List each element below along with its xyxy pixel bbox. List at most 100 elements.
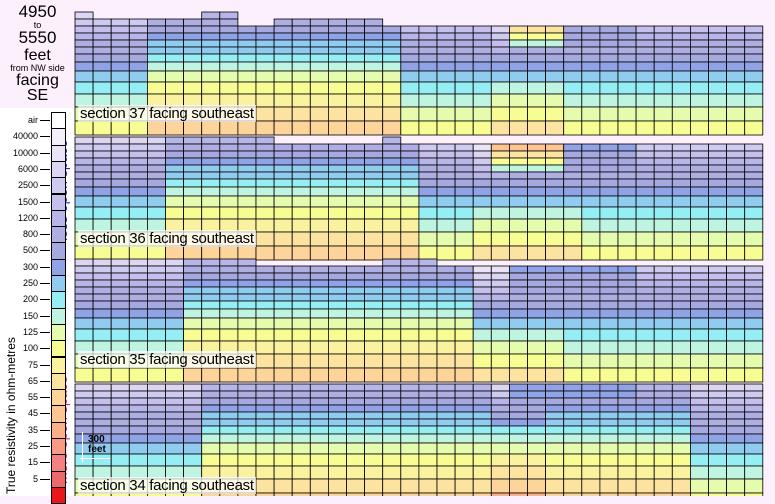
resistivity-cell (165, 397, 185, 406)
resistivity-cell (92, 293, 112, 302)
resistivity-cell (237, 32, 257, 41)
resistivity-cell (201, 279, 221, 288)
resistivity-cell (490, 39, 510, 48)
resistivity-cell (183, 81, 203, 95)
scale-vertical-arrow-icon (82, 432, 83, 462)
resistivity-cell (545, 39, 565, 48)
resistivity-cell (708, 492, 728, 496)
resistivity-cell (454, 39, 474, 48)
resistivity-cell (346, 272, 366, 281)
resistivity-cell (635, 465, 655, 480)
resistivity-cell (671, 300, 691, 310)
resistivity-cell (400, 453, 420, 467)
resistivity-cell (545, 150, 565, 159)
resistivity-cell (653, 404, 673, 413)
resistivity-cell (183, 383, 203, 392)
resistivity-cell (726, 390, 746, 399)
resistivity-cell (291, 418, 311, 427)
resistivity-cell (726, 32, 746, 41)
resistivity-cell (508, 340, 528, 355)
legend-tick (40, 380, 50, 382)
resistivity-cell (617, 93, 637, 108)
resistivity-cell (545, 433, 565, 444)
resistivity-cell (527, 53, 547, 63)
resistivity-cell (635, 272, 655, 281)
resistivity-cell (327, 150, 347, 159)
resistivity-cell (472, 231, 492, 247)
resistivity-cell (418, 218, 438, 233)
resistivity-cell (671, 308, 691, 319)
resistivity-cell (581, 293, 601, 302)
resistivity-cell (671, 286, 691, 295)
resistivity-cell (472, 32, 492, 41)
resistivity-cell (508, 150, 528, 159)
resistivity-cell (237, 317, 257, 330)
resistivity-cell (291, 453, 311, 467)
resistivity-cell (273, 328, 293, 342)
resistivity-cell (454, 293, 474, 302)
resistivity-cell (617, 231, 637, 247)
resistivity-cell (436, 418, 456, 427)
resistivity-cell (237, 425, 257, 435)
resistivity-cell (436, 245, 456, 261)
resistivity-cell (581, 231, 601, 247)
resistivity-cell (581, 70, 601, 83)
resistivity-cell (400, 425, 420, 435)
resistivity-cell (436, 383, 456, 392)
resistivity-cell (110, 39, 130, 48)
legend-label: 300 (22, 261, 38, 272)
resistivity-cell (255, 317, 275, 330)
resistivity-cell (472, 218, 492, 233)
resistivity-cell (273, 397, 293, 406)
resistivity-cell (201, 150, 221, 159)
resistivity-cell (635, 265, 655, 274)
resistivity-cell (364, 106, 384, 122)
resistivity-cell (527, 418, 547, 427)
resistivity-cell (671, 150, 691, 159)
resistivity-cell (382, 136, 402, 145)
resistivity-cell (255, 353, 275, 369)
resistivity-cell (382, 265, 402, 274)
resistivity-cell (617, 390, 637, 399)
resistivity-cell (219, 258, 239, 267)
resistivity-cell (599, 106, 619, 122)
resistivity-cell (418, 39, 438, 48)
resistivity-cell (726, 53, 746, 63)
resistivity-cell (309, 433, 329, 444)
resistivity-cell (309, 157, 329, 166)
resistivity-cell (237, 279, 257, 288)
resistivity-cell (635, 106, 655, 122)
resistivity-cell (237, 81, 257, 95)
resistivity-cell (563, 53, 583, 63)
resistivity-cell (273, 245, 293, 261)
resistivity-cell (237, 308, 257, 319)
resistivity-cell (708, 453, 728, 467)
resistivity-cell (309, 93, 329, 108)
resistivity-cell (671, 293, 691, 302)
resistivity-cell (653, 340, 673, 355)
resistivity-cell (364, 286, 384, 295)
resistivity-cell (454, 195, 474, 208)
resistivity-cell (635, 245, 655, 261)
resistivity-cell (690, 425, 709, 435)
resistivity-cell (653, 46, 673, 55)
resistivity-cell (599, 353, 619, 369)
resistivity-cell (128, 272, 148, 281)
legend-label: 10000 (12, 147, 38, 158)
resistivity-cell (201, 293, 221, 302)
resistivity-cell (74, 367, 94, 383)
resistivity-cell (327, 231, 347, 247)
resistivity-cell (653, 390, 673, 399)
resistivity-cell (273, 218, 293, 233)
resistivity-cell (110, 390, 130, 399)
resistivity-cell (255, 195, 275, 208)
resistivity-cell (128, 411, 148, 420)
resistivity-cell (183, 265, 203, 274)
resistivity-cell (527, 231, 547, 247)
resistivity-cell (128, 418, 148, 427)
resistivity-cell (309, 25, 329, 34)
resistivity-cell (327, 195, 347, 208)
resistivity-cell (418, 171, 438, 180)
resistivity-cell (563, 195, 583, 208)
resistivity-cell (653, 317, 673, 330)
